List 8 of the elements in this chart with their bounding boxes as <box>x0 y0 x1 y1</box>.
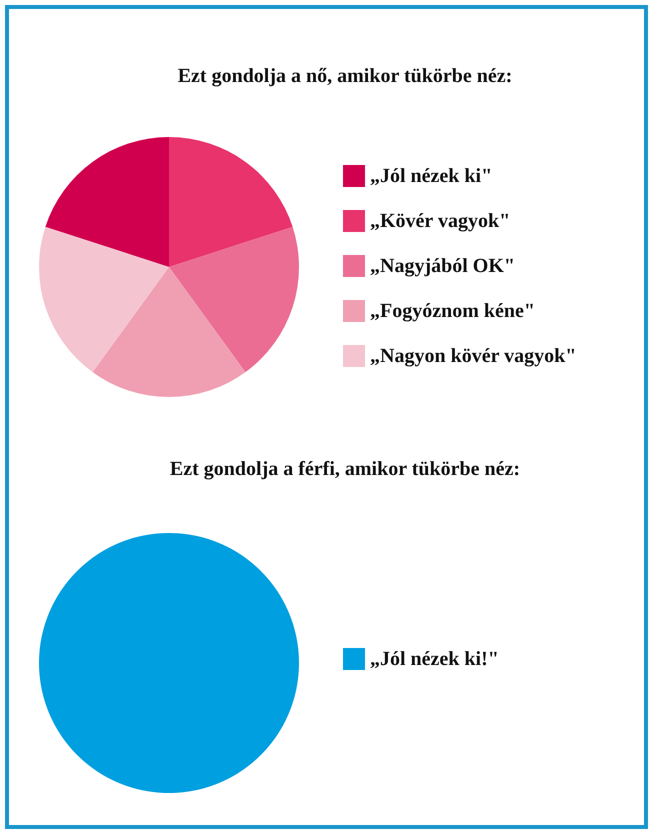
chart-title: Ezt gondolja a nő, amikor tükörbe néz: <box>178 65 512 87</box>
legend-label: „Nagyon kövér vagyok" <box>370 345 576 367</box>
legend-label: „Jól nézek ki" <box>370 165 492 187</box>
legend-label: „Jól nézek ki!" <box>370 648 499 670</box>
legend-label: „Kövér vagyok" <box>370 210 510 232</box>
legend-label: „Nagyjából OK" <box>370 255 515 277</box>
chart-title: Ezt gondolja a férfi, amikor tükörbe néz: <box>170 458 520 480</box>
legend-label: „Fogyóznom kéne" <box>370 300 535 322</box>
